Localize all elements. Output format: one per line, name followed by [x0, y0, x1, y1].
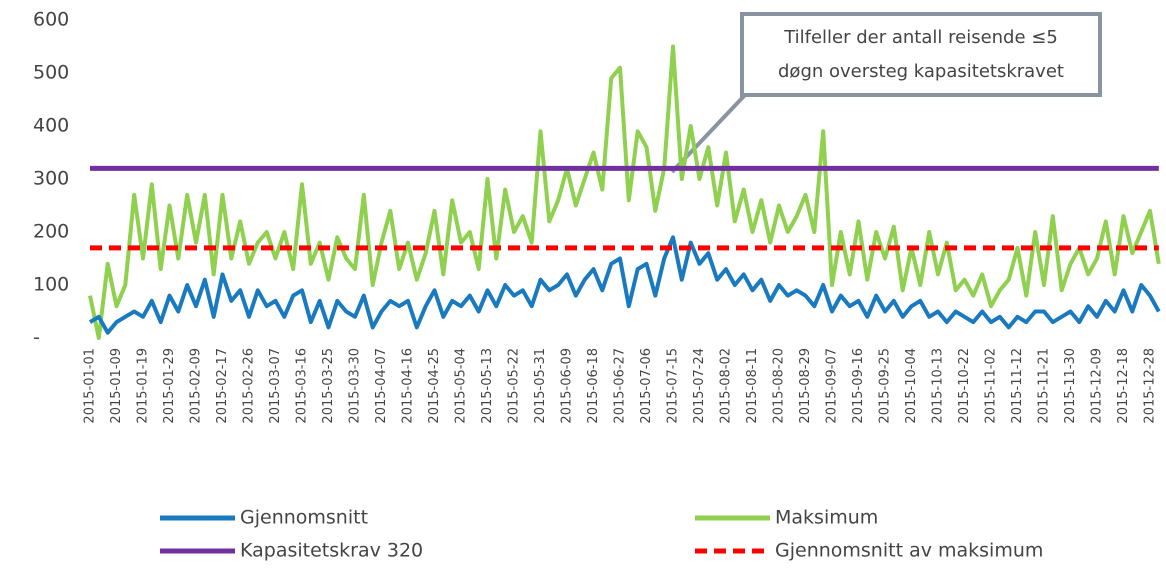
x-tick-label: 2015-03-16 [295, 348, 310, 424]
x-tick-label: 2015-07-06 [639, 348, 654, 424]
y-tick-label: 300 [33, 168, 69, 190]
x-tick-label: 2015-08-20 [772, 348, 787, 424]
y-tick-label: 600 [33, 9, 69, 31]
y-tick-label: 400 [33, 115, 69, 137]
x-tick-label: 2015-06-18 [586, 348, 601, 424]
x-tick-label: 2015-09-16 [851, 348, 866, 424]
x-tick-label: 2015-12-18 [1116, 348, 1131, 424]
x-tick-label: 2015-01-29 [162, 348, 177, 424]
x-tick-label: 2015-01-09 [109, 348, 124, 424]
x-tick-label: 2015-05-31 [533, 348, 548, 424]
x-tick-label: 2015-09-07 [825, 348, 840, 424]
x-tick-label: 2015-03-30 [348, 348, 363, 424]
x-tick-label: 2015-11-02 [984, 348, 999, 424]
x-tick-label: 2015-05-13 [480, 348, 495, 424]
legend-label: Kapasitetskrav 320 [240, 540, 423, 562]
x-tick-label: 2015-11-30 [1063, 348, 1078, 424]
x-tick-label: 2015-06-27 [613, 348, 628, 424]
x-tick-label: 2015-10-22 [957, 348, 972, 424]
x-tick-label: 2015-05-22 [507, 348, 522, 424]
y-tick-label: 200 [33, 221, 69, 243]
x-tick-label: 2015-04-07 [374, 348, 389, 424]
series-line [88, 44, 1161, 340]
x-tick-label: 2015-06-09 [560, 348, 575, 424]
x-tick-label: 2015-03-07 [268, 348, 283, 424]
x-tick-label: 2015-08-11 [745, 348, 760, 424]
y-tick-label: - [33, 327, 40, 349]
x-tick-label: 2015-11-12 [1010, 348, 1025, 424]
x-tick-label: 2015-05-04 [454, 348, 469, 424]
x-tick-label: 2015-10-04 [904, 348, 919, 424]
x-tick-label: 2015-10-13 [931, 348, 946, 424]
x-tick-label: 2015-07-15 [666, 348, 681, 424]
x-tick-label: 2015-12-09 [1090, 348, 1105, 424]
x-tick-label: 2015-03-25 [321, 348, 336, 424]
x-tick-label: 2015-08-29 [798, 348, 813, 424]
y-tick-label: 500 [33, 62, 69, 84]
x-tick-label: 2015-02-09 [189, 348, 204, 424]
x-tick-label: 2015-04-25 [427, 348, 442, 424]
x-tick-label: 2015-02-17 [215, 348, 230, 424]
y-tick-label: 100 [33, 274, 69, 296]
x-tick-label: 2015-01-01 [83, 348, 98, 424]
x-tick-label: 2015-11-21 [1037, 348, 1052, 424]
x-tick-label: 2015-08-02 [719, 348, 734, 424]
legend-label: Gjennomsnitt [240, 507, 368, 529]
x-tick-label: 2015-02-26 [242, 348, 257, 424]
legend-label: Maksimum [775, 507, 878, 529]
series-line [88, 235, 1161, 335]
x-tick-label: 2015-12-28 [1143, 348, 1158, 424]
annotation-box [740, 12, 1102, 97]
x-tick-label: 2015-09-25 [878, 348, 893, 424]
annotation-text: døgn oversteg kapasitetskravet [778, 61, 1064, 82]
legend-label: Gjennomsnitt av maksimum [775, 540, 1043, 562]
x-tick-label: 2015-07-24 [692, 348, 707, 424]
x-tick-label: 2015-04-16 [401, 348, 416, 424]
x-tick-label: 2015-01-19 [136, 348, 151, 424]
annotation-text: Tilfeller der antall reisende ≤5 [783, 27, 1058, 48]
